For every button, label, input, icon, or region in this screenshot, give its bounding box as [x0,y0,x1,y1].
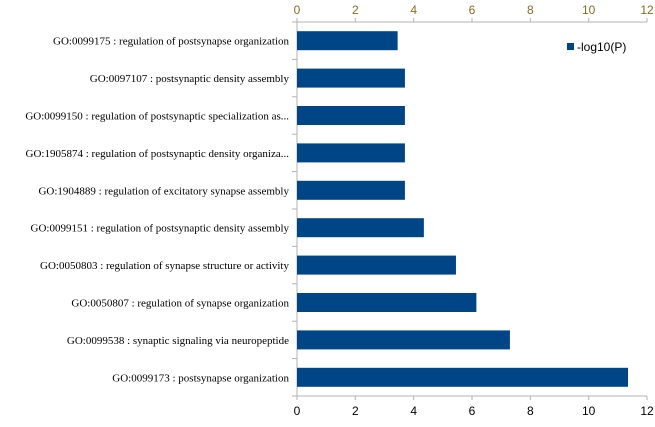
bar [297,106,405,125]
category-label: GO:1905874 : regulation of postsynaptic … [26,148,290,160]
x-tick-label-bottom: 12 [640,404,654,418]
x-tick-label-bottom: 8 [527,404,534,418]
bar [297,255,456,275]
x-tick-label-top: 10 [582,3,596,17]
x-tick-label-top: 2 [352,3,359,17]
x-tick-label-top: 0 [294,3,301,17]
category-label: GO:0099151 : regulation of postsynaptic … [31,223,290,235]
bar [297,143,405,163]
x-tick-label-bottom: 4 [410,404,417,418]
category-label: GO:0050807 : regulation of synapse organ… [71,298,289,310]
legend-swatch [567,43,574,50]
x-tick-label-bottom: 2 [352,404,359,418]
x-tick-label-bottom: 0 [294,404,301,418]
x-tick-label-top: 4 [410,3,417,17]
x-tick-label-bottom: 10 [582,404,596,418]
category-label: GO:0099538 : synaptic signaling via neur… [67,335,289,347]
bar [297,367,629,387]
x-tick-label-top: 12 [640,3,654,17]
category-label: GO:0050803 : regulation of synapse struc… [40,260,289,272]
category-label: GO:0097107 : postsynaptic density assemb… [90,73,290,85]
bar [297,180,405,200]
category-label: GO:0099173 : postsynapse organization [112,372,289,384]
bar [297,31,398,51]
category-label: GO:0099175 : regulation of postsynapse o… [53,36,289,48]
category-label: GO:0099150 : regulation of postsynaptic … [25,111,289,123]
bar [297,68,405,88]
x-tick-label-top: 8 [527,3,534,17]
x-tick-label-bottom: 6 [469,404,476,418]
legend-label: -log10(P) [577,40,626,54]
category-label: GO:1904889 : regulation of excitatory sy… [38,185,289,197]
bar [297,330,510,350]
bar [297,218,424,238]
x-tick-label-top: 6 [469,3,476,17]
bar [297,293,477,312]
